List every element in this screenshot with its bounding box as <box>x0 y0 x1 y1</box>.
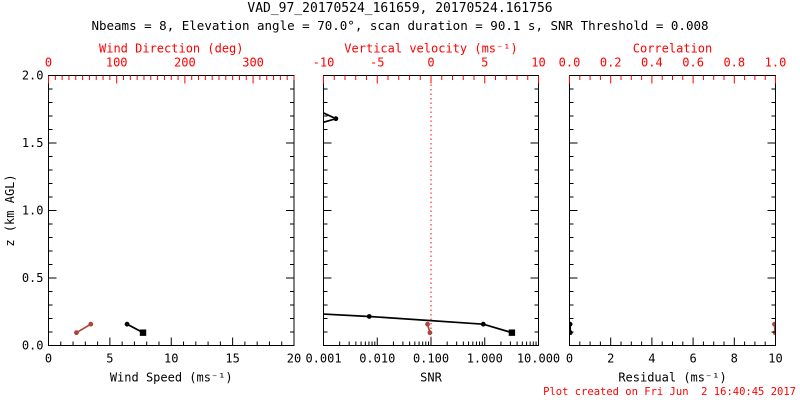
wind-panel: 0 5 10 15 20 Wind Speed (ms⁻¹) 0 100 200 300Wind … <box>3 42 301 385</box>
top-tick-label: 200 <box>174 56 196 70</box>
top-tick-label: 0.4 <box>641 56 663 70</box>
x-tick-label: 0.100 <box>413 352 449 366</box>
top-tick-label: 300 <box>242 56 264 70</box>
top-tick-label: 0 <box>427 56 434 70</box>
x-tick-label: 0.001 <box>305 352 341 366</box>
wind_speed-marker <box>139 329 147 336</box>
snr_profile-line <box>323 112 513 334</box>
top-axis-title: Correlation <box>633 42 712 56</box>
x-tick-label: 8 <box>731 352 738 366</box>
top-tick-label: 10 <box>531 56 545 70</box>
residual-marker <box>569 321 573 327</box>
residual-panel-frame <box>569 75 776 346</box>
vertical_velocity-marker <box>427 330 433 336</box>
correlation-marker <box>772 330 776 336</box>
correlation-marker <box>772 321 776 327</box>
x-tick-label: 0 <box>45 352 52 366</box>
y-tick-label: 1.0 <box>22 204 44 218</box>
snr_profile-marker <box>316 108 321 113</box>
plot-subtitle: Nbeams = 8, Elevation angle = 70.0°, sca… <box>91 18 709 33</box>
vertical_velocity-marker <box>425 321 430 327</box>
top-tick-label: 0 <box>45 56 52 70</box>
snr-panel-data <box>305 75 516 346</box>
x-tick-label: 10.000 <box>517 352 560 366</box>
residual-marker <box>569 330 573 336</box>
top-axis-title: Wind Direction (deg) <box>99 42 244 56</box>
plot-title: VAD_97_20170524_161659, 20170524.161756 <box>247 1 553 16</box>
wind-panel-frame <box>48 75 295 346</box>
snr_profile-marker <box>305 311 310 316</box>
top-tick-label: 5 <box>481 56 488 70</box>
y-tick-label: 1.5 <box>22 136 44 150</box>
top-tick-label: 0.2 <box>600 56 622 70</box>
x-axis-title: Wind Speed (ms⁻¹) <box>110 371 233 385</box>
x-tick-label: 10 <box>768 352 782 366</box>
snr_profile-marker <box>305 124 310 129</box>
x-tick-label: 20 <box>287 352 301 366</box>
x-tick-label: 15 <box>225 352 239 366</box>
snr_profile-marker <box>333 116 339 122</box>
top-axis-title: Vertical velocity (ms⁻¹) <box>344 42 517 56</box>
top-tick-label: 0.6 <box>682 56 704 70</box>
x-tick-label: 0 <box>566 352 573 366</box>
wind-panel-data <box>74 321 147 336</box>
wind_direction-marker <box>88 321 94 327</box>
top-tick-label: 100 <box>106 56 128 70</box>
x-tick-label: 10 <box>164 352 178 366</box>
x-tick-label: 1.000 <box>467 352 503 366</box>
snr-panel: 0.001 0.010 0.100 1.000 10.000 SNR -10 -5 0 5 10 Ve… <box>305 42 560 385</box>
x-tick-label: 0.010 <box>359 352 395 366</box>
y-axis-title: z (km AGL) <box>3 174 17 246</box>
y-tick-label: 2.0 <box>22 69 44 83</box>
top-tick-label: 0.0 <box>559 56 581 70</box>
top-tick-label: -5 <box>370 56 384 70</box>
x-axis-title: Residual (ms⁻¹) <box>618 371 726 385</box>
top-tick-label: 0.8 <box>723 56 745 70</box>
residual-panel: 0 2 4 6 8 10 Residual (ms⁻¹) 0.0 0.2 0.4 0.6 0.8 1.0… <box>559 42 787 385</box>
x-tick-label: 6 <box>689 352 696 366</box>
top-tick-label: -10 <box>313 56 335 70</box>
x-axis-title: SNR <box>420 371 442 385</box>
plot-created-timestamp: Plot created on Fri Jun 2 16:40:45 2017 <box>543 386 796 398</box>
top-tick-label: 1.0 <box>765 56 787 70</box>
wind_direction-line <box>76 323 92 334</box>
y-tick-label: 0.0 <box>22 339 44 353</box>
wind_direction-marker <box>74 330 79 336</box>
y-tick-label: 0.5 <box>22 271 44 285</box>
wind_speed-marker <box>124 321 130 327</box>
x-tick-label: 2 <box>607 352 614 366</box>
x-tick-label: 4 <box>648 352 655 366</box>
x-tick-label: 5 <box>106 352 113 366</box>
snr_profile-marker <box>366 314 372 319</box>
residual-panel-data <box>569 321 776 336</box>
snr_profile-marker <box>508 329 516 336</box>
snr_profile-marker <box>480 321 486 327</box>
